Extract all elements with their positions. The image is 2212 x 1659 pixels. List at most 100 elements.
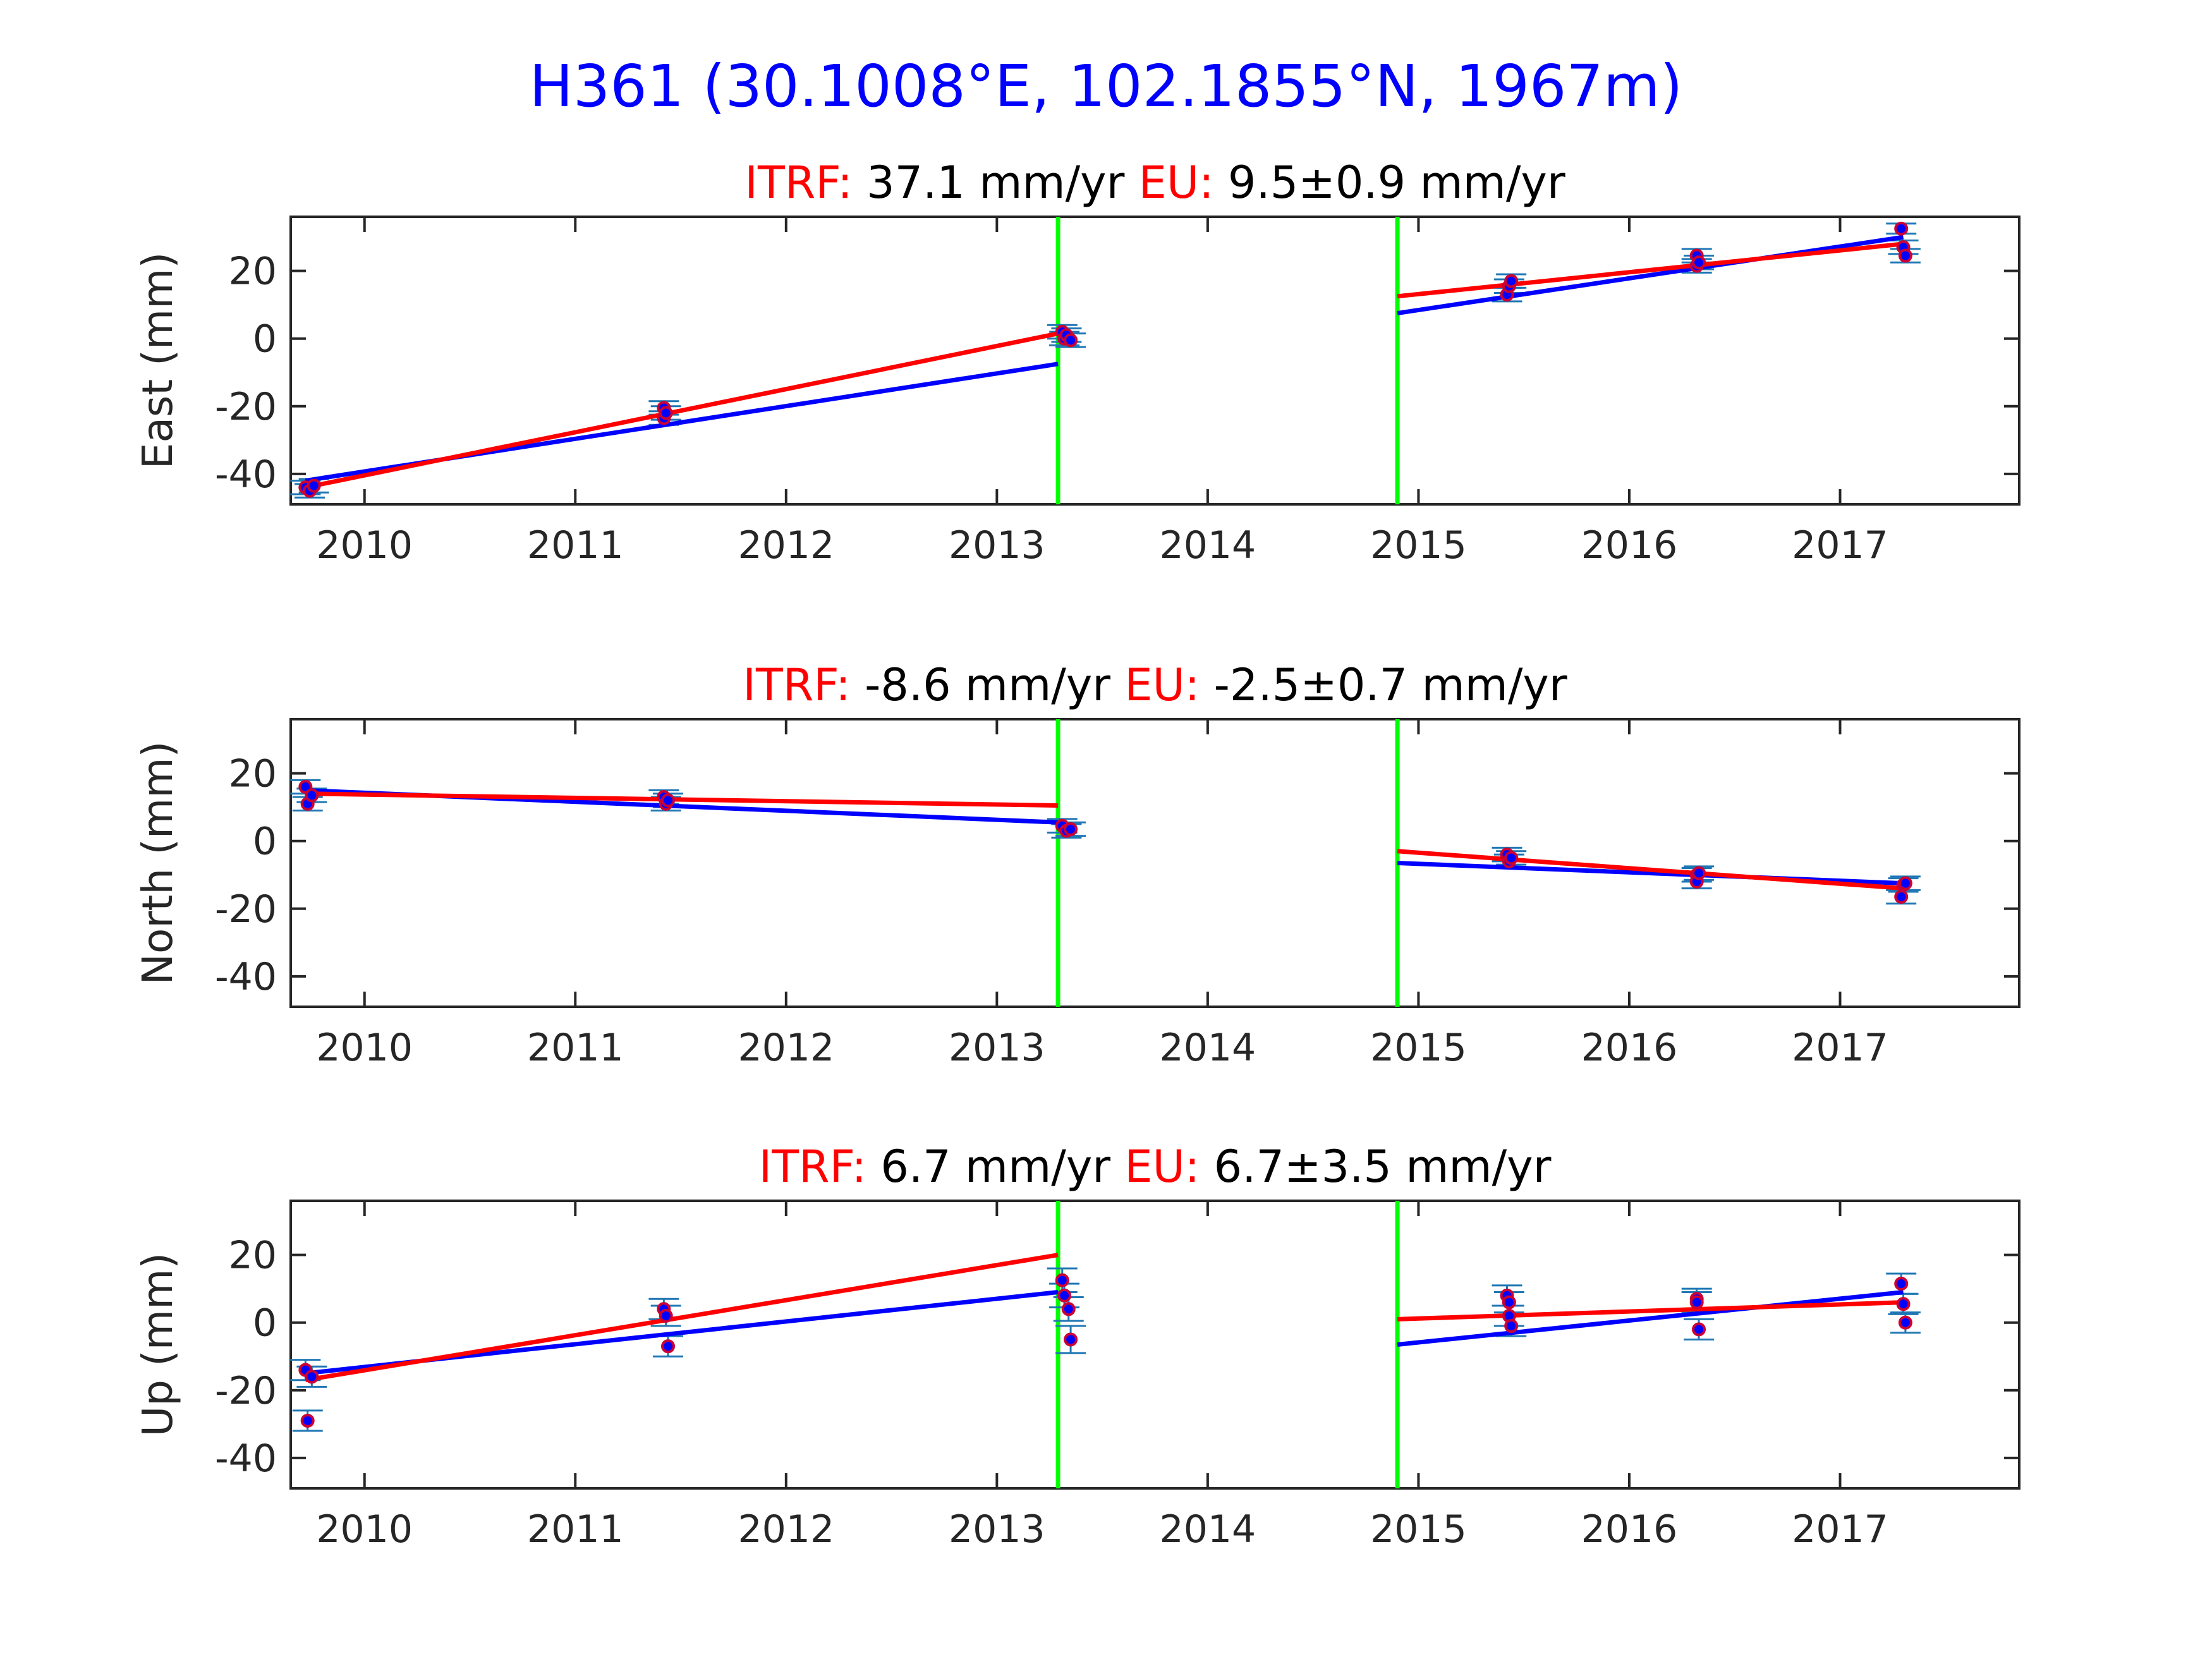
red-fit-line (1397, 1300, 1904, 1322)
data-point (1502, 1295, 1516, 1310)
data-point (1504, 851, 1519, 865)
y-tick-label: -40 (215, 955, 277, 999)
data-point (1894, 1277, 1909, 1291)
data-point (661, 793, 676, 808)
x-tick-label: 2012 (738, 1507, 834, 1552)
blue-fit-line (1397, 861, 1904, 886)
blue-fit-line (1397, 1290, 1904, 1347)
itrf-value: -8.6 mm/yr (851, 659, 1125, 711)
itrf-label: ITRF: (743, 659, 850, 711)
y-axis-label: North (mm) (133, 741, 182, 985)
y-axis-label: Up (mm) (133, 1253, 182, 1437)
x-tick-label: 2017 (1792, 1507, 1888, 1552)
eu-label: EU: (1124, 659, 1200, 711)
x-tick-label: 2013 (949, 523, 1045, 568)
eu-label: EU: (1124, 1141, 1200, 1193)
x-tick-label: 2016 (1581, 1507, 1678, 1552)
x-tick-label: 2010 (316, 1026, 413, 1070)
y-tick-label: -40 (215, 1437, 277, 1481)
eu-value: 6.7±3.5 mm/yr (1200, 1141, 1551, 1193)
data-point (1692, 1322, 1706, 1337)
x-tick-label: 2014 (1160, 523, 1256, 568)
panel-1: ITRF: 37.1 mm/yr EU: 9.5±0.9 mm/yr 2010 20… (133, 157, 2021, 568)
y-tick-label: -20 (215, 385, 277, 429)
data-point (1898, 876, 1912, 890)
data-point (1692, 255, 1706, 270)
x-tick-label: 2011 (527, 1507, 624, 1552)
x-tick-label: 2014 (1160, 1507, 1256, 1552)
data-point (1055, 1273, 1069, 1287)
data-point (1692, 866, 1706, 880)
itrf-value: 6.7 mm/yr (866, 1141, 1124, 1193)
x-tick-label: 2015 (1370, 1026, 1467, 1070)
data-point (661, 1339, 676, 1354)
red-fit-line (1397, 241, 1904, 299)
x-tick-label: 2014 (1160, 1026, 1256, 1070)
y-tick-label: -40 (215, 453, 277, 497)
y-tick-label: -20 (215, 887, 277, 932)
data-point (1064, 333, 1078, 348)
red-fit-line (1397, 849, 1904, 891)
data-point (1898, 1315, 1912, 1330)
x-tick-label: 2016 (1581, 1026, 1678, 1070)
x-tick-label: 2017 (1792, 1026, 1888, 1070)
x-tick-label: 2013 (949, 1026, 1045, 1070)
panel-subtitle: ITRF: -8.6 mm/yr EU: -2.5±0.7 mm/yr (743, 659, 1567, 711)
red-fit-line (305, 791, 1059, 808)
data-point (1061, 1302, 1076, 1316)
data-point (1504, 1319, 1519, 1334)
itrf-label: ITRF: (759, 1141, 866, 1193)
x-tick-label: 2016 (1581, 523, 1678, 568)
x-tick-label: 2011 (527, 523, 624, 568)
x-tick-label: 2013 (949, 1507, 1045, 1552)
panel-subtitle: ITRF: 6.7 mm/yr EU: 6.7±3.5 mm/yr (759, 1141, 1552, 1193)
data-point (1894, 890, 1909, 904)
plot-frame (289, 1200, 2021, 1490)
y-axis-label: East (mm) (133, 252, 182, 469)
data-point (1064, 822, 1078, 836)
y-tick-label: 20 (229, 752, 277, 796)
x-tick-label: 2010 (316, 523, 413, 568)
x-tick-label: 2017 (1792, 523, 1888, 568)
x-tick-label: 2011 (527, 1026, 624, 1070)
blue-fit-line (1397, 234, 1904, 316)
eu-value: 9.5±0.9 mm/yr (1214, 157, 1565, 209)
data-point (1057, 1288, 1072, 1303)
plot-frame (289, 216, 2021, 506)
data-point (1689, 1295, 1704, 1310)
x-tick-label: 2012 (738, 523, 834, 568)
figure-title: H361 (30.1008°E, 102.1855°N, 1967m) (530, 52, 1683, 120)
panel-subtitle: ITRF: 37.1 mm/yr EU: 9.5±0.9 mm/yr (744, 157, 1565, 209)
x-tick-label: 2015 (1370, 523, 1467, 568)
x-tick-label: 2012 (738, 1026, 834, 1070)
itrf-label: ITRF: (744, 157, 852, 209)
y-tick-label: 20 (229, 1234, 277, 1278)
eu-value: -2.5±0.7 mm/yr (1200, 659, 1567, 711)
data-point (300, 1413, 315, 1428)
data-point (1896, 1297, 1911, 1311)
red-fit-line (305, 1253, 1059, 1383)
panel-2: ITRF: -8.6 mm/yr EU: -2.5±0.7 mm/yr 2010 2… (133, 659, 2021, 1070)
data-point (659, 1309, 673, 1323)
y-tick-label: 0 (253, 317, 277, 362)
red-fit-line (305, 331, 1059, 490)
data-point (1504, 274, 1519, 288)
y-tick-label: -20 (215, 1369, 277, 1413)
eu-label: EU: (1139, 157, 1214, 209)
itrf-value: 37.1 mm/yr (853, 157, 1139, 209)
data-point (307, 478, 321, 493)
x-tick-label: 2015 (1370, 1507, 1467, 1552)
x-tick-label: 2010 (316, 1507, 413, 1552)
panel-3: ITRF: 6.7 mm/yr EU: 6.7±3.5 mm/yr 2010 201… (133, 1141, 2021, 1552)
data-point (1894, 221, 1909, 236)
data-point (305, 788, 319, 803)
plot-frame (289, 718, 2021, 1008)
data-point (659, 406, 673, 420)
y-tick-label: 0 (253, 1301, 277, 1346)
data-point (305, 1370, 319, 1384)
y-tick-label: 20 (229, 250, 277, 294)
data-point (1064, 1332, 1078, 1347)
data-point (1898, 248, 1912, 263)
y-tick-label: 0 (253, 820, 277, 864)
